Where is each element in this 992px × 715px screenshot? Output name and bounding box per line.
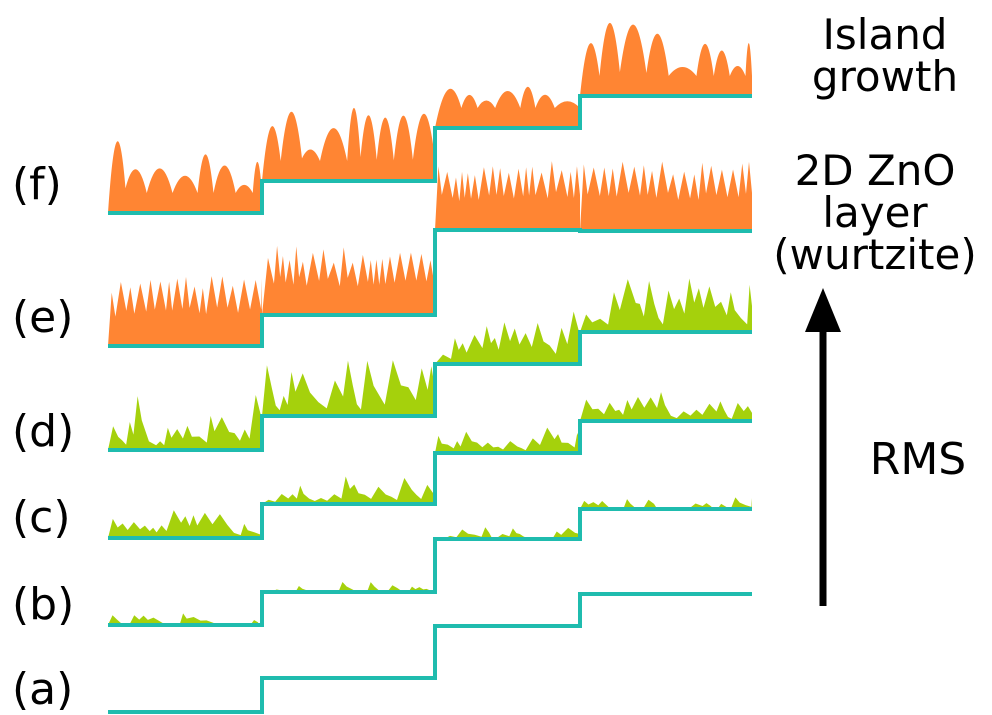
substrate-step-a xyxy=(108,592,752,714)
row-label-c: (c) xyxy=(12,492,71,543)
zno-line-3: (wurtzite) xyxy=(773,230,977,279)
row-f xyxy=(108,22,752,215)
row-a xyxy=(108,592,752,714)
surface-c xyxy=(108,392,752,538)
arrow-up-icon xyxy=(805,288,841,332)
step-rows xyxy=(108,22,752,714)
row-label-e: (e) xyxy=(12,292,74,343)
substrate-step-d xyxy=(108,330,752,452)
island-growth-line-1: Island xyxy=(822,10,948,59)
surface-d xyxy=(108,278,752,450)
rms-label: RMS xyxy=(869,434,967,485)
row-e xyxy=(108,161,752,348)
row-b xyxy=(108,497,752,627)
row-c xyxy=(108,392,752,540)
island-growth-label: Island growth xyxy=(800,14,970,98)
substrate-step-f xyxy=(108,94,752,215)
zno-line-1: 2D ZnO xyxy=(794,146,956,195)
substrate-step-e xyxy=(108,228,752,348)
zno-layer-label: 2D ZnO layer (wurtzite) xyxy=(770,150,980,276)
row-label-f: (f) xyxy=(12,159,62,210)
surface-e xyxy=(108,161,752,346)
row-label-d: (d) xyxy=(12,406,75,457)
row-label-a: (a) xyxy=(12,664,74,715)
row-d xyxy=(108,278,752,452)
rms-arrow-icon xyxy=(805,288,841,606)
island-growth-line-2: growth xyxy=(811,52,959,101)
row-label-b: (b) xyxy=(12,579,75,630)
substrate-step-c xyxy=(108,419,752,540)
surface-f xyxy=(108,22,752,213)
substrate-step-b xyxy=(108,507,752,627)
zno-line-2: layer xyxy=(822,188,928,237)
